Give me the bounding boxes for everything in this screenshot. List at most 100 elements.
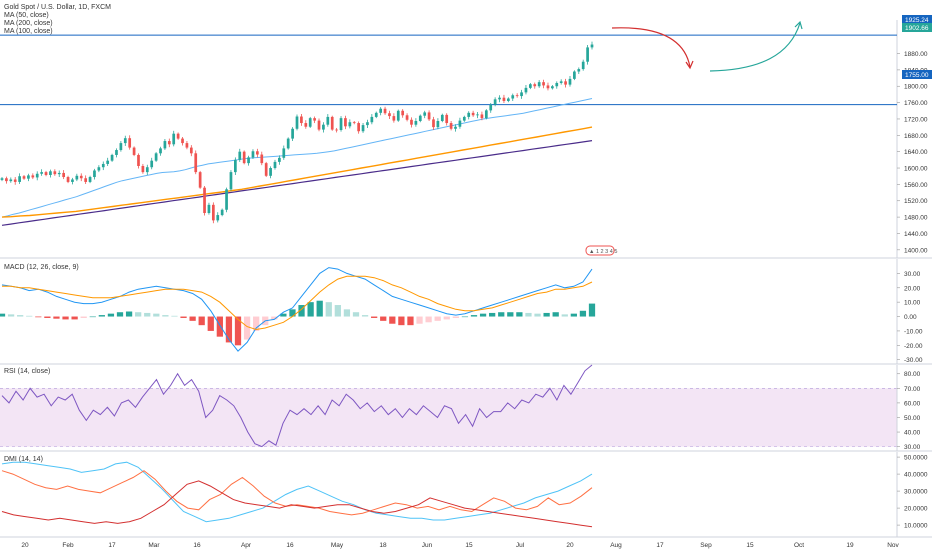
candle[interactable] bbox=[537, 80, 541, 88]
candle[interactable] bbox=[348, 119, 352, 129]
candle[interactable] bbox=[273, 159, 277, 170]
candle[interactable] bbox=[445, 113, 449, 126]
arrow-down-path[interactable] bbox=[611, 27, 691, 68]
candle[interactable] bbox=[44, 170, 48, 177]
candle[interactable] bbox=[189, 145, 193, 157]
candle[interactable] bbox=[524, 85, 528, 95]
candle[interactable] bbox=[137, 153, 140, 169]
candle[interactable] bbox=[163, 139, 167, 151]
candle[interactable] bbox=[458, 117, 462, 129]
price-pane[interactable]: 1880.001840.001800.001760.001720.001680.… bbox=[0, 20, 932, 259]
candle[interactable] bbox=[88, 175, 92, 184]
candle[interactable] bbox=[467, 111, 471, 120]
candle[interactable] bbox=[396, 109, 400, 122]
candle[interactable] bbox=[515, 93, 519, 98]
candle[interactable] bbox=[269, 166, 272, 179]
candle[interactable] bbox=[410, 117, 413, 128]
candle[interactable] bbox=[234, 157, 237, 175]
candle[interactable] bbox=[322, 122, 325, 133]
candle[interactable] bbox=[542, 79, 545, 89]
candle[interactable] bbox=[295, 114, 299, 131]
candle[interactable] bbox=[181, 136, 184, 146]
candle[interactable] bbox=[66, 175, 70, 184]
candle[interactable] bbox=[84, 175, 88, 184]
candle[interactable] bbox=[22, 174, 26, 180]
candle[interactable] bbox=[115, 148, 118, 158]
candle[interactable] bbox=[480, 111, 484, 121]
candle[interactable] bbox=[330, 115, 334, 131]
candle[interactable] bbox=[555, 81, 559, 89]
candle[interactable] bbox=[282, 145, 286, 160]
candle[interactable] bbox=[13, 177, 17, 185]
candle[interactable] bbox=[414, 118, 418, 127]
candle[interactable] bbox=[35, 171, 39, 181]
candle[interactable] bbox=[40, 169, 43, 176]
candle[interactable] bbox=[436, 118, 440, 130]
candle[interactable] bbox=[511, 93, 515, 101]
candle[interactable] bbox=[247, 155, 250, 166]
candle[interactable] bbox=[256, 148, 259, 158]
candle[interactable] bbox=[62, 170, 65, 180]
annotation-badge[interactable]: ▲ 1 2 3 4 5 bbox=[585, 245, 617, 256]
candle[interactable] bbox=[110, 153, 114, 162]
candle[interactable] bbox=[374, 111, 378, 119]
candle[interactable] bbox=[379, 107, 383, 116]
candle[interactable] bbox=[203, 186, 206, 216]
candle[interactable] bbox=[440, 113, 444, 123]
candle[interactable] bbox=[432, 116, 435, 131]
arrow-up-path[interactable] bbox=[709, 22, 801, 72]
candle[interactable] bbox=[238, 148, 242, 162]
macd-pane[interactable]: 30.00 20.00 10.00 0.00 -10.00 -20.00 -30.00 bbox=[0, 259, 932, 365]
candle[interactable] bbox=[339, 116, 343, 132]
candle[interactable] bbox=[251, 149, 255, 160]
candle[interactable] bbox=[0, 177, 4, 182]
candle[interactable] bbox=[27, 173, 30, 182]
candle[interactable] bbox=[335, 127, 338, 133]
candle[interactable] bbox=[317, 118, 321, 132]
candle[interactable] bbox=[300, 114, 303, 126]
candle[interactable] bbox=[154, 152, 158, 162]
candle[interactable] bbox=[361, 123, 365, 133]
candle[interactable] bbox=[418, 114, 422, 123]
candle[interactable] bbox=[573, 70, 576, 81]
candle[interactable] bbox=[476, 112, 479, 119]
candle[interactable] bbox=[559, 79, 563, 85]
candle[interactable] bbox=[132, 146, 136, 157]
candle[interactable] bbox=[185, 141, 189, 150]
candle[interactable] bbox=[57, 170, 61, 178]
candle[interactable] bbox=[225, 187, 228, 213]
candle[interactable] bbox=[194, 150, 198, 175]
candle[interactable] bbox=[520, 89, 523, 99]
candle[interactable] bbox=[128, 135, 132, 150]
candle[interactable] bbox=[75, 173, 79, 182]
candle[interactable] bbox=[211, 202, 215, 224]
candle[interactable] bbox=[308, 116, 312, 128]
candle[interactable] bbox=[18, 173, 21, 184]
candle[interactable] bbox=[5, 176, 8, 184]
candle[interactable] bbox=[498, 95, 501, 103]
candle[interactable] bbox=[159, 146, 162, 156]
candle[interactable] bbox=[502, 94, 506, 104]
candle[interactable] bbox=[370, 114, 374, 125]
candle[interactable] bbox=[9, 177, 13, 183]
candle[interactable] bbox=[493, 97, 497, 107]
candle[interactable] bbox=[53, 169, 57, 176]
candle[interactable] bbox=[49, 169, 52, 178]
candle[interactable] bbox=[506, 97, 510, 103]
candle[interactable] bbox=[71, 177, 74, 185]
time-axis[interactable]: 20 Feb 17 Mar 16 Apr 16 May 18 Jun 15 Jul 20 Aug 17 Sep… bbox=[0, 536, 932, 549]
candle[interactable] bbox=[326, 114, 330, 127]
candle[interactable] bbox=[489, 103, 493, 113]
candle[interactable] bbox=[145, 164, 149, 175]
candle[interactable] bbox=[423, 110, 427, 119]
candle[interactable] bbox=[590, 41, 594, 50]
candle[interactable] bbox=[357, 121, 360, 134]
candle[interactable] bbox=[106, 157, 110, 166]
candle[interactable] bbox=[427, 110, 431, 122]
candle[interactable] bbox=[79, 173, 83, 182]
candle[interactable] bbox=[176, 132, 180, 140]
candle[interactable] bbox=[229, 170, 233, 191]
candle[interactable] bbox=[405, 113, 409, 122]
candle[interactable] bbox=[564, 78, 567, 88]
